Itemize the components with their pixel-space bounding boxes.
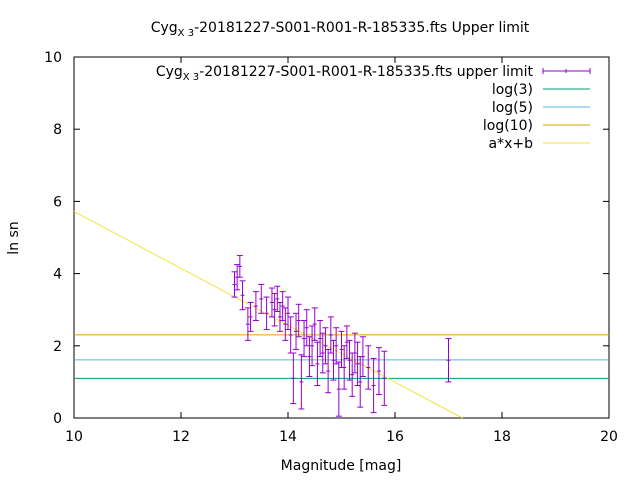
data-point <box>322 327 329 365</box>
y-tick-label: 4 <box>53 267 62 283</box>
data-point <box>327 316 334 354</box>
axis-ticks: 10 12 14 16 18 20 0 2 4 6 8 10 <box>44 50 618 445</box>
data-point <box>370 357 377 414</box>
data-point <box>295 303 302 338</box>
data-point <box>365 345 372 390</box>
error-bars <box>231 255 452 417</box>
data-point <box>236 255 243 278</box>
legend-label-fit: a*x+b <box>489 136 534 152</box>
data-point <box>263 296 270 331</box>
data-point <box>293 312 300 350</box>
x-tick-label: 10 <box>65 429 83 445</box>
data-point <box>349 352 356 397</box>
data-point <box>231 271 238 298</box>
data-point <box>351 332 358 374</box>
data-point <box>290 352 297 405</box>
data-point <box>271 292 278 327</box>
data-point <box>244 307 251 341</box>
data-point <box>317 320 324 358</box>
data-point <box>247 301 254 332</box>
legend-label-log10: log(10) <box>483 118 533 134</box>
data-point <box>311 307 318 341</box>
y-axis-label: ln sn <box>6 221 22 254</box>
legend-sample-data <box>542 68 591 74</box>
data-point <box>341 345 348 390</box>
data-point <box>346 339 353 381</box>
data-point <box>375 347 382 396</box>
data-point <box>258 283 265 314</box>
data-point <box>343 325 350 359</box>
legend-label-data: CygX 3-20181227-S001-R001-R-185335.fts u… <box>156 64 534 83</box>
y-tick-label: 6 <box>53 194 62 210</box>
data-point <box>282 307 289 341</box>
legend: CygX 3-20181227-S001-R001-R-185335.fts u… <box>156 64 591 152</box>
data-point <box>306 336 313 377</box>
data-point <box>314 341 321 387</box>
x-tick-label: 14 <box>279 429 297 445</box>
data-point <box>354 341 361 387</box>
data-point <box>268 287 275 318</box>
chart-title: CygX 3-20181227-S001-R001-R-185335.fts U… <box>151 20 530 39</box>
data-point <box>303 309 310 347</box>
data-point <box>359 336 366 377</box>
data-point <box>309 325 316 367</box>
data-point <box>276 301 283 332</box>
y-tick-label: 2 <box>53 339 62 355</box>
data-point <box>285 296 291 331</box>
data-point <box>333 327 340 365</box>
data-point <box>239 280 246 311</box>
data-point <box>301 320 308 358</box>
reference-lines <box>73 211 609 419</box>
x-tick-label: 20 <box>600 429 618 445</box>
x-tick-label: 12 <box>172 429 190 445</box>
data-point <box>298 354 305 410</box>
x-tick-label: 18 <box>493 429 511 445</box>
data-point <box>325 348 332 394</box>
data-point <box>445 338 452 383</box>
data-point <box>252 291 259 322</box>
y-tick-label: 10 <box>44 50 62 66</box>
data-point <box>335 361 342 417</box>
legend-label-log5: log(5) <box>492 100 533 116</box>
x-axis-label: Magnitude [mag] <box>281 458 402 474</box>
y-tick-label: 0 <box>53 411 62 427</box>
data-point <box>279 291 286 322</box>
fit-line <box>73 211 463 419</box>
data-point <box>381 350 388 406</box>
x-tick-label: 16 <box>386 429 404 445</box>
y-tick-label: 8 <box>53 122 62 138</box>
data-point <box>330 339 337 381</box>
legend-label-log3: log(3) <box>492 82 533 98</box>
data-point <box>319 332 326 374</box>
plot-frame <box>73 56 610 419</box>
data-point <box>274 285 281 313</box>
